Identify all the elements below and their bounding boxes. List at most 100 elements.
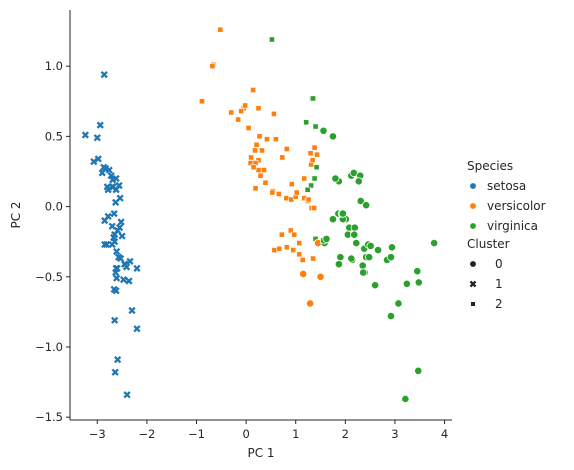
data-point-versicolor [262, 179, 269, 186]
data-point-versicolor [309, 157, 316, 164]
data-point-versicolor [314, 151, 320, 158]
data-point-setosa [114, 356, 122, 364]
x-tick-label: 0 [242, 427, 249, 441]
data-point-versicolor [217, 26, 224, 33]
x-tick-label: 2 [342, 427, 349, 441]
data-point-virginica [350, 230, 359, 239]
data-point-virginica [386, 311, 396, 321]
data-point-versicolor [235, 116, 242, 123]
data-point-versicolor [242, 102, 249, 109]
data-point-versicolor [252, 185, 259, 192]
data-point-versicolor [250, 164, 257, 171]
data-point-virginica [414, 278, 423, 287]
data-point-versicolor [269, 189, 276, 196]
data-point-versicolor [255, 167, 262, 173]
data-point-versicolor [296, 251, 303, 258]
data-point-setosa [81, 131, 89, 139]
data-point-setosa [111, 316, 119, 324]
x-axis-title: PC 1 [247, 446, 274, 460]
data-point-versicolor [248, 154, 254, 161]
data-point-setosa [94, 155, 102, 163]
x-tick-label: 4 [441, 427, 448, 441]
axes: −3 −2 −1 0 1 2 3 4 −1.5 −1.0 −0.5 0.0 0.5 1.0 PC 1 P… [9, 10, 452, 460]
data-point-versicolor [306, 299, 315, 308]
legend: Species setosa versicolor virginica Cluste… [467, 159, 546, 311]
data-point-versicolor [316, 272, 325, 281]
data-point-setosa [122, 263, 131, 271]
data-point-versicolor [264, 136, 270, 143]
data-point-virginica [414, 366, 423, 375]
data-point-virginica [359, 268, 368, 277]
data-point-versicolor [238, 108, 245, 114]
data-point-setosa [90, 158, 98, 166]
data-point-versicolor [296, 240, 303, 246]
data-point-versicolor [250, 87, 256, 93]
data-point-versicolor [291, 231, 298, 238]
data-point-setosa [107, 172, 115, 180]
data-point-setosa [133, 264, 141, 272]
data-point-setosa [113, 274, 121, 282]
data-point-virginica [413, 267, 422, 276]
data-point-versicolor [311, 205, 317, 211]
x-tick-label: −2 [138, 427, 155, 441]
legend-marker-versicolor [469, 202, 477, 210]
data-point-setosa [100, 70, 108, 79]
data-point-virginica [336, 253, 345, 262]
data-point-versicolor [271, 247, 278, 254]
legend-hue-entries: setosa versicolor virginica [469, 179, 546, 233]
data-point-versicolor [279, 154, 286, 161]
legend-style-label-2: 2 [495, 297, 503, 311]
data-point-setosa [105, 166, 113, 174]
data-point-setosa [117, 218, 125, 226]
legend-style-label-1: 1 [495, 277, 503, 291]
data-point-setosa [112, 174, 120, 183]
data-point-virginica [308, 182, 315, 189]
legend-style-label-0: 0 [495, 257, 503, 271]
data-point-setosa [101, 240, 109, 249]
data-point-setosa [125, 277, 133, 285]
data-point-virginica [347, 254, 356, 263]
y-tick-label: 0.0 [45, 200, 63, 214]
data-point-virginica [303, 119, 310, 126]
data-point-setosa [126, 257, 134, 265]
points-layer [81, 26, 439, 404]
data-point-virginica [310, 95, 316, 102]
data-point-setosa [113, 247, 121, 256]
data-point-versicolor [228, 109, 235, 116]
y-ticks: −1.5 −1.0 −0.5 0.0 0.5 1.0 [35, 59, 70, 424]
data-point-versicolor [253, 141, 260, 148]
x-ticks: −3 −2 −1 0 1 2 3 4 [89, 420, 448, 441]
data-point-versicolor [293, 189, 300, 196]
data-point-versicolor [299, 269, 308, 279]
x-tick-label: −1 [188, 427, 205, 441]
legend-style-marker-2 [470, 301, 476, 307]
legend-style-marker-0 [469, 260, 477, 268]
y-tick-label: −1.5 [35, 410, 63, 424]
data-point-versicolor [245, 125, 252, 131]
data-point-versicolor [276, 245, 283, 252]
legend-style-title: Cluster [467, 237, 510, 251]
data-point-setosa [101, 217, 109, 225]
data-point-virginica [269, 36, 275, 43]
data-point-virginica [331, 174, 340, 183]
data-point-setosa [128, 306, 136, 315]
data-point-versicolor [252, 147, 258, 154]
data-point-virginica [373, 246, 383, 255]
data-point-setosa [103, 240, 111, 249]
data-point-setosa [123, 391, 131, 399]
data-point-setosa [115, 181, 123, 190]
data-point-setosa [112, 287, 120, 295]
data-point-setosa [96, 121, 104, 129]
y-tick-label: −0.5 [35, 270, 63, 284]
data-point-virginica [352, 238, 361, 248]
data-point-virginica [350, 223, 359, 232]
data-point-virginica [319, 126, 328, 135]
data-point-setosa [113, 264, 121, 272]
x-tick-label: 1 [292, 427, 299, 441]
data-point-versicolor [199, 98, 205, 105]
data-point-virginica [328, 215, 338, 224]
data-point-virginica [354, 177, 363, 186]
data-point-virginica [311, 175, 318, 182]
y-tick-label: −1.0 [35, 340, 63, 354]
data-point-setosa [108, 222, 116, 230]
